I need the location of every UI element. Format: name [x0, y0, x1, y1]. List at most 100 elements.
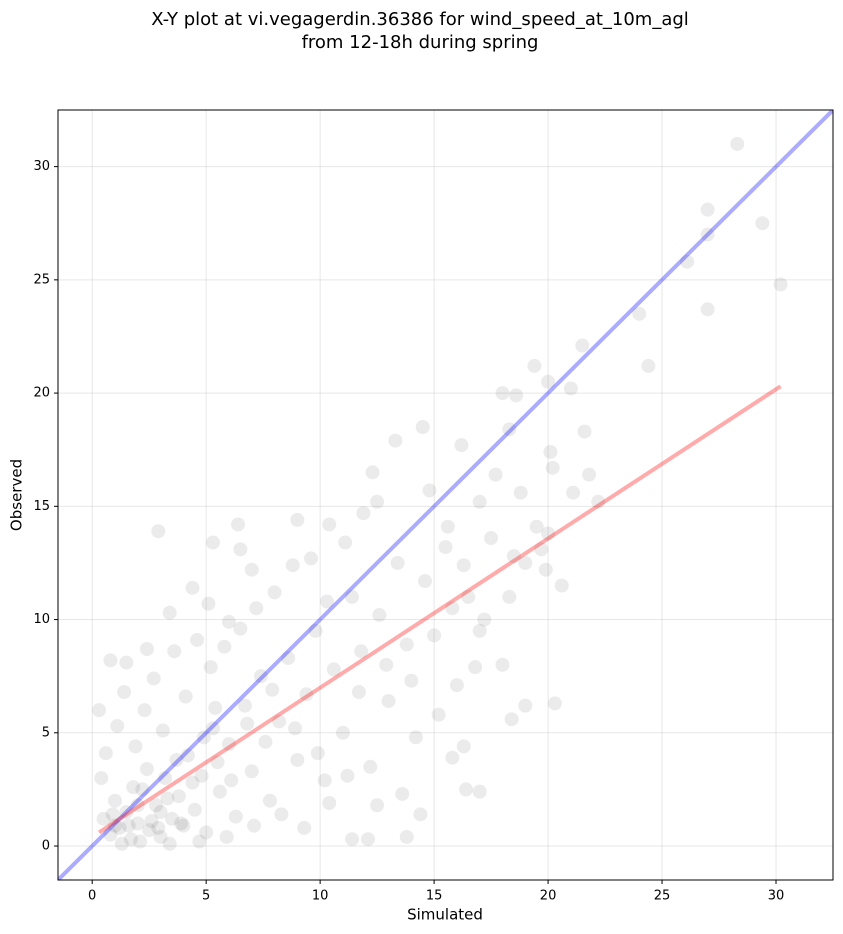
point	[133, 834, 148, 849]
point	[272, 714, 287, 729]
point	[212, 784, 227, 799]
point	[176, 818, 191, 833]
y-tick-label: 0	[42, 839, 50, 854]
point	[244, 764, 259, 779]
point	[390, 555, 405, 570]
y-tick-label: 25	[33, 272, 50, 287]
point	[484, 531, 499, 546]
point	[114, 836, 129, 851]
point	[249, 601, 264, 616]
point	[472, 623, 487, 638]
y-tick-label: 15	[33, 499, 50, 514]
point	[345, 832, 360, 847]
point	[171, 789, 186, 804]
point	[217, 639, 232, 654]
point	[527, 358, 542, 373]
point	[427, 628, 442, 643]
point	[356, 506, 371, 521]
point	[379, 657, 394, 672]
point	[162, 836, 177, 851]
point	[502, 589, 517, 604]
point	[224, 773, 239, 788]
x-tick-label: 10	[312, 889, 329, 904]
point	[149, 798, 164, 813]
point	[285, 558, 300, 573]
point	[247, 818, 262, 833]
point	[345, 589, 360, 604]
x-tick-label: 30	[768, 889, 785, 904]
point	[413, 807, 428, 822]
point	[456, 558, 471, 573]
point	[199, 825, 214, 840]
point	[281, 651, 296, 666]
point	[221, 614, 236, 629]
point	[233, 542, 248, 557]
plot-area	[58, 110, 833, 880]
point	[164, 811, 179, 826]
point	[203, 660, 218, 675]
point	[488, 467, 503, 482]
point	[185, 580, 200, 595]
point	[338, 535, 353, 550]
point	[151, 524, 166, 539]
point	[461, 589, 476, 604]
y-axis-label: Observed	[8, 459, 26, 531]
point	[547, 696, 562, 711]
point	[119, 805, 134, 820]
point	[317, 773, 332, 788]
point	[231, 517, 246, 532]
point	[577, 424, 592, 439]
point	[680, 254, 695, 269]
point	[130, 798, 145, 813]
point	[153, 805, 168, 820]
point	[700, 202, 715, 217]
point	[502, 422, 517, 437]
point	[107, 818, 122, 833]
point	[381, 694, 396, 709]
point	[566, 485, 581, 500]
point	[495, 657, 510, 672]
point	[322, 796, 337, 810]
point	[495, 386, 510, 401]
point	[700, 227, 715, 242]
point	[554, 578, 569, 593]
point	[399, 829, 414, 844]
point	[388, 433, 403, 448]
point	[509, 388, 524, 403]
point	[541, 526, 556, 541]
point	[632, 306, 647, 321]
point	[365, 465, 380, 480]
x-axis-label: Simulated	[407, 906, 483, 924]
point	[160, 791, 175, 806]
point	[103, 653, 118, 668]
point	[119, 655, 134, 670]
point	[319, 594, 334, 609]
point	[449, 678, 464, 693]
point	[94, 771, 109, 786]
point	[582, 467, 597, 482]
point	[477, 612, 492, 627]
point	[190, 632, 205, 647]
point	[518, 555, 533, 570]
point	[267, 585, 282, 600]
point	[210, 755, 225, 770]
chart-title: X-Y plot at vi.vegagerdin.36386 for wind…	[151, 9, 689, 30]
point	[262, 793, 277, 808]
point	[206, 535, 220, 550]
point	[135, 782, 150, 797]
point	[128, 739, 143, 754]
point	[194, 768, 209, 783]
point	[395, 786, 410, 801]
point	[299, 687, 314, 702]
point	[178, 689, 193, 704]
point	[174, 816, 189, 831]
point	[288, 721, 303, 736]
x-tick-label: 0	[88, 889, 96, 904]
point	[240, 716, 255, 731]
point	[123, 832, 138, 847]
point	[445, 750, 460, 765]
point	[445, 601, 460, 616]
point	[415, 420, 430, 435]
point	[146, 671, 161, 686]
y-tick-label: 5	[42, 725, 50, 740]
